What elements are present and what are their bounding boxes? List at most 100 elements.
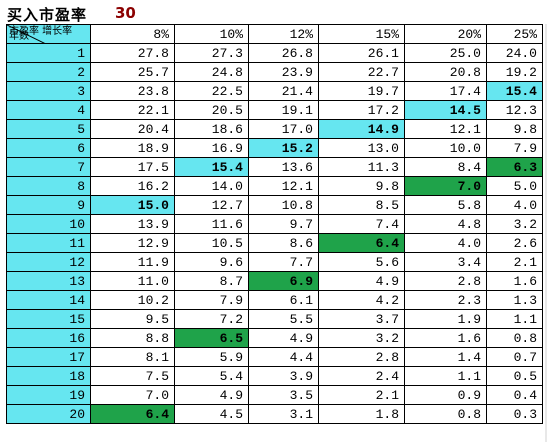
table-cell[interactable]: 9.8 [486,119,543,139]
table-cell[interactable]: 2.1 [318,385,405,405]
table-cell[interactable]: 24.8 [174,62,249,82]
table-cell[interactable]: 0.7 [486,347,543,367]
table-cell[interactable]: 10.2 [90,290,175,310]
table-cell[interactable]: 10.8 [248,195,319,215]
year-cell[interactable]: 10 [6,214,91,234]
table-cell[interactable]: 11.0 [90,271,175,291]
table-cell[interactable]: 4.9 [318,271,405,291]
table-cell[interactable]: 5.5 [248,309,319,329]
table-cell[interactable]: 26.8 [248,43,319,63]
year-cell[interactable]: 4 [6,100,91,120]
table-cell[interactable]: 13.6 [248,157,319,177]
highlighted-cell[interactable]: 6.4 [318,233,405,253]
highlighted-cell[interactable]: 15.2 [248,138,319,158]
table-cell[interactable]: 11.9 [90,252,175,272]
column-header[interactable]: 10% [174,24,249,44]
year-cell[interactable]: 3 [6,81,91,101]
table-cell[interactable]: 2.6 [486,233,543,253]
table-cell[interactable]: 5.4 [174,366,249,386]
table-cell[interactable]: 3.9 [248,366,319,386]
table-cell[interactable]: 10.5 [174,233,249,253]
table-cell[interactable]: 2.8 [404,271,487,291]
table-cell[interactable]: 2.3 [404,290,487,310]
table-cell[interactable]: 9.6 [174,252,249,272]
highlighted-cell[interactable]: 14.5 [404,100,487,120]
table-cell[interactable]: 25.7 [90,62,175,82]
table-cell[interactable]: 4.2 [318,290,405,310]
column-header[interactable]: 8% [90,24,175,44]
highlighted-cell[interactable]: 15.4 [174,157,249,177]
table-cell[interactable]: 17.5 [90,157,175,177]
highlighted-cell[interactable]: 6.4 [90,404,175,424]
table-cell[interactable]: 2.4 [318,366,405,386]
table-cell[interactable]: 4.0 [404,233,487,253]
table-cell[interactable]: 0.9 [404,385,487,405]
table-cell[interactable]: 1.4 [404,347,487,367]
table-cell[interactable]: 7.9 [486,138,543,158]
table-cell[interactable]: 3.2 [318,328,405,348]
table-cell[interactable]: 8.7 [174,271,249,291]
year-cell[interactable]: 11 [6,233,91,253]
table-cell[interactable]: 6.1 [248,290,319,310]
table-cell[interactable]: 1.9 [404,309,487,329]
table-cell[interactable]: 0.3 [486,404,543,424]
table-cell[interactable]: 27.3 [174,43,249,63]
table-cell[interactable]: 0.8 [486,328,543,348]
table-cell[interactable]: 21.4 [248,81,319,101]
table-cell[interactable]: 13.9 [90,214,175,234]
table-cell[interactable]: 4.8 [404,214,487,234]
table-cell[interactable]: 5.8 [404,195,487,215]
table-cell[interactable]: 27.8 [90,43,175,63]
table-cell[interactable]: 7.4 [318,214,405,234]
year-cell[interactable]: 20 [6,404,91,424]
table-cell[interactable]: 11.3 [318,157,405,177]
year-cell[interactable]: 1 [6,43,91,63]
table-cell[interactable]: 4.4 [248,347,319,367]
table-cell[interactable]: 17.2 [318,100,405,120]
corner-cell[interactable]: 市盈率 增长率 年数 [6,24,91,44]
year-cell[interactable]: 6 [6,138,91,158]
table-cell[interactable]: 11.6 [174,214,249,234]
year-cell[interactable]: 14 [6,290,91,310]
year-cell[interactable]: 5 [6,119,91,139]
column-header[interactable]: 15% [318,24,405,44]
year-cell[interactable]: 13 [6,271,91,291]
table-cell[interactable]: 1.3 [486,290,543,310]
highlighted-cell[interactable]: 15.0 [90,195,175,215]
table-cell[interactable]: 3.5 [248,385,319,405]
table-cell[interactable]: 4.0 [486,195,543,215]
table-cell[interactable]: 3.7 [318,309,405,329]
table-cell[interactable]: 18.9 [90,138,175,158]
table-cell[interactable]: 3.2 [486,214,543,234]
table-cell[interactable]: 17.4 [404,81,487,101]
table-cell[interactable]: 0.4 [486,385,543,405]
table-cell[interactable]: 12.7 [174,195,249,215]
highlighted-cell[interactable]: 15.4 [486,81,543,101]
table-cell[interactable]: 8.5 [318,195,405,215]
table-cell[interactable]: 25.0 [404,43,487,63]
table-cell[interactable]: 5.9 [174,347,249,367]
table-cell[interactable]: 3.4 [404,252,487,272]
column-header[interactable]: 12% [248,24,319,44]
table-cell[interactable]: 8.4 [404,157,487,177]
year-cell[interactable]: 18 [6,366,91,386]
table-cell[interactable]: 5.0 [486,176,543,196]
table-cell[interactable]: 4.5 [174,404,249,424]
table-cell[interactable]: 7.7 [248,252,319,272]
highlighted-cell[interactable]: 7.0 [404,176,487,196]
highlighted-cell[interactable]: 6.9 [248,271,319,291]
table-cell[interactable]: 19.2 [486,62,543,82]
table-cell[interactable]: 26.1 [318,43,405,63]
table-cell[interactable]: 0.5 [486,366,543,386]
year-cell[interactable]: 7 [6,157,91,177]
table-cell[interactable]: 20.5 [174,100,249,120]
table-cell[interactable]: 23.8 [90,81,175,101]
table-cell[interactable]: 22.7 [318,62,405,82]
year-cell[interactable]: 8 [6,176,91,196]
table-cell[interactable]: 17.0 [248,119,319,139]
table-cell[interactable]: 1.6 [486,271,543,291]
table-cell[interactable]: 7.2 [174,309,249,329]
table-cell[interactable]: 1.1 [404,366,487,386]
highlighted-cell[interactable]: 6.5 [174,328,249,348]
table-cell[interactable]: 22.1 [90,100,175,120]
